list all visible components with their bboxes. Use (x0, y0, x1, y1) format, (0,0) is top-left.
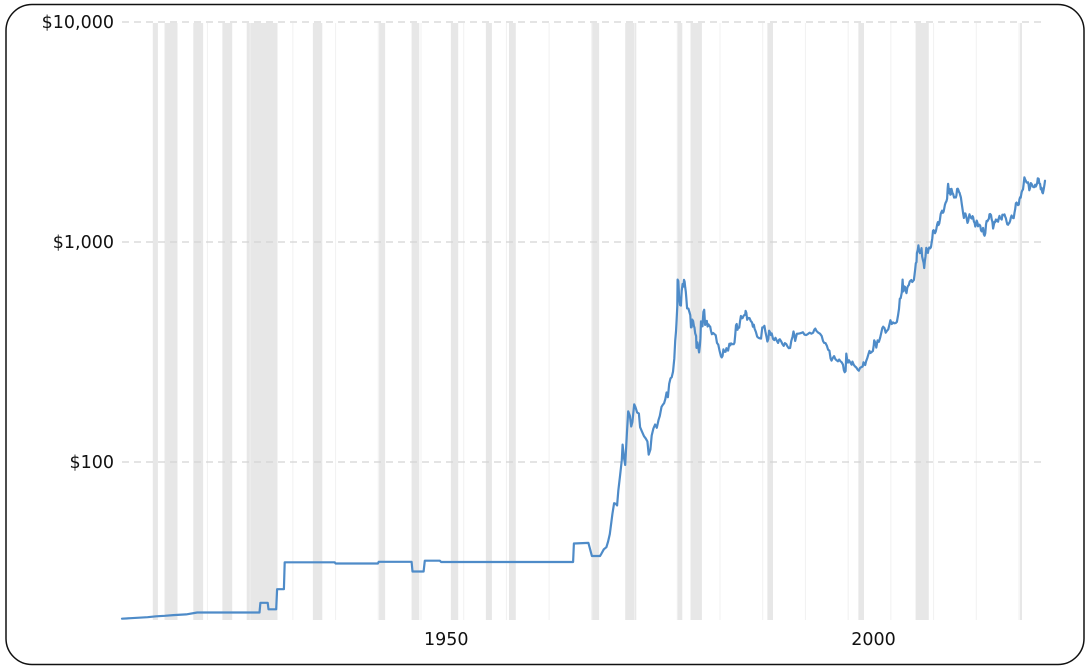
recession-band (858, 23, 864, 620)
recession-band (1019, 23, 1022, 620)
recession-band (312, 23, 323, 620)
y-tick-label: $10,000 (42, 13, 114, 33)
x-tick-label: 2000 (851, 630, 896, 650)
recession-band (625, 23, 637, 620)
recession-band (379, 23, 386, 620)
recession-band (591, 23, 600, 620)
recession-band (193, 23, 204, 620)
recession-band (222, 23, 233, 620)
price-line (120, 176, 1047, 620)
minor-gridlines-layer (164, 23, 1020, 620)
recession-band (690, 23, 702, 620)
dashed-gridlines-layer (122, 21, 1043, 463)
recession-band (485, 23, 492, 620)
y-axis-labels: $10,000 $1,000 $100 (42, 13, 114, 473)
recession-band (411, 23, 420, 620)
recession-band (152, 23, 158, 620)
recession-band (246, 23, 278, 620)
recession-band (450, 23, 459, 620)
recession-band (677, 23, 683, 620)
recession-band (915, 23, 929, 620)
x-axis-labels: 1950 2000 (424, 630, 896, 650)
x-tick-label: 1950 (424, 630, 469, 650)
chart-border (5, 3, 1085, 666)
recession-band (509, 23, 516, 620)
y-tick-label: $100 (69, 453, 114, 473)
recession-bands-layer (152, 23, 1022, 620)
y-tick-label: $1,000 (53, 233, 114, 253)
recession-band (767, 23, 773, 620)
recession-band (164, 23, 178, 620)
plot-area[interactable] (122, 22, 1045, 620)
